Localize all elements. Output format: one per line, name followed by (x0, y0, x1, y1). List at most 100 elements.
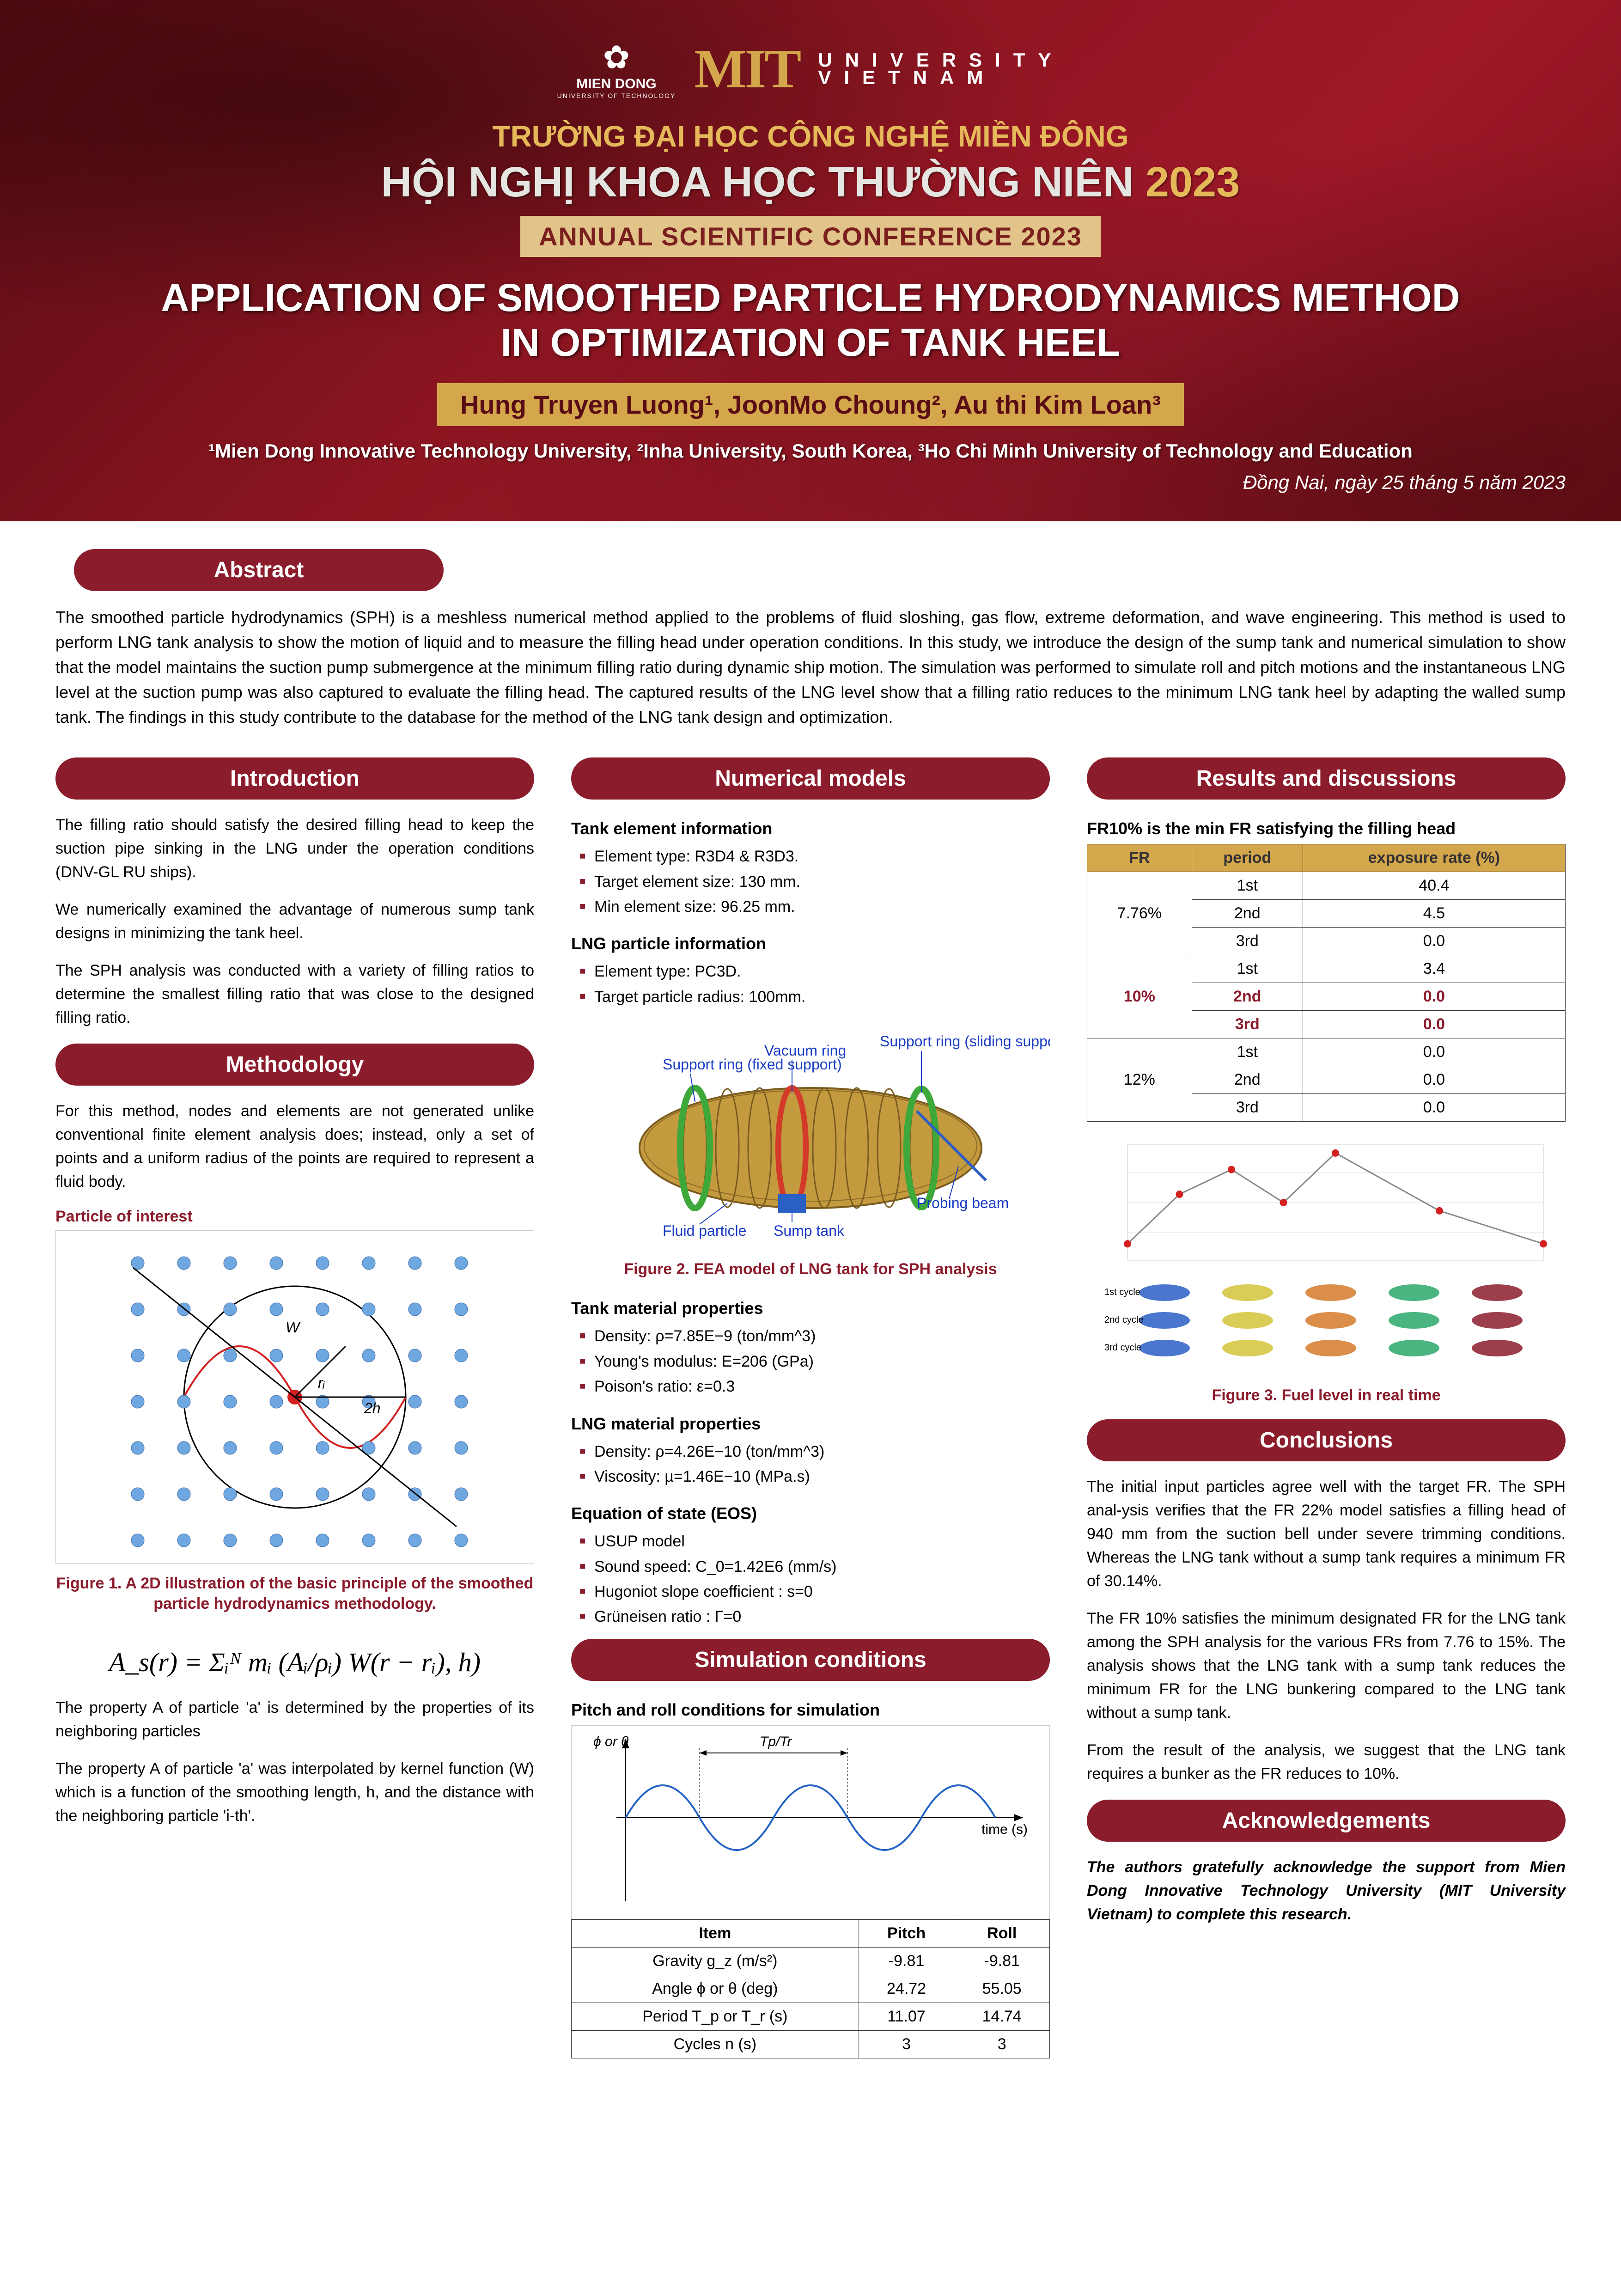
period-cell: 3rd (1192, 1094, 1303, 1122)
svg-text:2h: 2h (364, 1400, 381, 1417)
abstract-header: Abstract (74, 549, 444, 591)
table-cell: 3 (859, 2030, 954, 2058)
poster-title: APPLICATION OF SMOOTHED PARTICLE HYDRODY… (55, 275, 1566, 365)
fr-table-body: 7.76%1st40.42nd4.53rd0.010%1st3.42nd0.03… (1087, 872, 1566, 1122)
columns: Introduction The filling ratio should sa… (55, 757, 1566, 2072)
rate-cell: 0.0 (1303, 1066, 1565, 1094)
table-row: Gravity g_z (m/s²)-9.81-9.81 (572, 1947, 1050, 1975)
intro-p1: The filling ratio should satisfy the des… (55, 813, 534, 884)
abstract-section: Abstract The smoothed particle hydrodyna… (55, 549, 1566, 730)
list-item: Density: ρ=7.85E−9 (ton/mm^3) (571, 1324, 1050, 1349)
miendong-sub: UNIVERSITY OF TECHNOLOGY (557, 92, 676, 99)
fig1-caption: Figure 1. A 2D illustration of the basic… (55, 1573, 534, 1614)
content: Abstract The smoothed particle hydrodyna… (0, 521, 1621, 2100)
mit-logo: MIT (694, 37, 799, 101)
particle-label: Particle of interest (55, 1208, 534, 1226)
table-header-cell: exposure rate (%) (1303, 844, 1565, 872)
table-cell: -9.81 (859, 1947, 954, 1975)
list-item: Min element size: 96.25 mm. (571, 894, 1050, 919)
table-header-cell: Item (572, 1919, 859, 1947)
list-item: Target element size: 130 mm. (571, 869, 1050, 894)
period-cell: 2nd (1192, 1066, 1303, 1094)
eos-list: USUP modelSound speed: C_0=1.42E6 (mm/s)… (571, 1529, 1050, 1630)
poster: ✿ MIEN DONG UNIVERSITY OF TECHNOLOGY MIT… (0, 0, 1621, 2296)
period-cell: 1st (1192, 1038, 1303, 1066)
table-row: Period T_p or T_r (s)11.0714.74 (572, 2003, 1050, 2030)
methodology-header: Methodology (55, 1044, 534, 1086)
list-item: Poison's ratio: ε=0.3 (571, 1374, 1050, 1399)
table-header-cell: Pitch (859, 1919, 954, 1947)
list-item: Grüneisen ratio : Γ=0 (571, 1604, 1050, 1629)
title-line-2: IN OPTIMIZATION OF TANK HEEL (55, 320, 1566, 365)
lng-mat-list: Density: ρ=4.26E−10 (ton/mm^3)Viscosity:… (571, 1439, 1050, 1490)
title-line-1: APPLICATION OF SMOOTHED PARTICLE HYDRODY… (55, 275, 1566, 320)
results-head: FR10% is the min FR satisfying the filli… (1087, 819, 1566, 838)
conc-p3: From the result of the analysis, we sugg… (1087, 1739, 1566, 1786)
svg-text:2nd cycle: 2nd cycle (1104, 1315, 1144, 1325)
table-row: Cycles n (s)33 (572, 2030, 1050, 2058)
sine-wave-box: Tp/Tr ϕ or θ time (s) (571, 1725, 1050, 1919)
lotus-icon: ✿ (603, 38, 630, 76)
list-item: USUP model (571, 1529, 1050, 1554)
simulation-header: Simulation conditions (571, 1639, 1050, 1681)
middle-column: Numerical models Tank element informatio… (571, 757, 1050, 2072)
conference-title-vi: HỘI NGHỊ KHOA HỌC THƯỜNG NIÊN 2023 (55, 158, 1566, 207)
sim-table-header-row: ItemPitchRoll (572, 1919, 1050, 1947)
miendong-logo: ✿ MIEN DONG UNIVERSITY OF TECHNOLOGY (557, 38, 676, 99)
hoi-text: HỘI NGHỊ KHOA HỌC THƯỜNG NIÊN (381, 159, 1134, 206)
right-column: Results and discussions FR10% is the min… (1087, 757, 1566, 2072)
miendong-name: MIEN DONG (576, 76, 656, 92)
table-header-cell: FR (1087, 844, 1192, 872)
viet-subtitle: TRƯỜNG ĐẠI HỌC CÔNG NGHỆ MIỀN ĐÔNG (55, 119, 1566, 153)
authors-badge: Hung Truyen Luong¹, JoonMo Choung², Au t… (437, 383, 1184, 426)
list-item: Young's modulus: E=206 (GPa) (571, 1349, 1050, 1374)
tank-label-probing: Probing beam (917, 1195, 1009, 1211)
table-header-cell: period (1192, 844, 1303, 872)
simulation-table: ItemPitchRoll Gravity g_z (m/s²)-9.81-9.… (571, 1919, 1050, 2058)
figure-2-tank: Support ring (fixed support) Vacuum ring… (571, 1019, 1050, 1250)
affiliations: ¹Mien Dong Innovative Technology Univers… (55, 440, 1566, 462)
sim-head: Pitch and roll conditions for simulation (571, 1700, 1050, 1720)
tank-label-support-slide: Support ring (sliding support) (880, 1033, 1050, 1050)
svg-text:1st cycle: 1st cycle (1104, 1287, 1140, 1297)
tank-info-list: Element type: R3D4 & R3D3.Target element… (571, 844, 1050, 919)
fig2-caption: Figure 2. FEA model of LNG tank for SPH … (571, 1259, 1050, 1279)
fr-table: FRperiodexposure rate (%) 7.76%1st40.4 2n… (1087, 844, 1566, 1122)
sim-table-body: Gravity g_z (m/s²)-9.81-9.81Angle ϕ or θ… (572, 1947, 1050, 2058)
eos-head: Equation of state (EOS) (571, 1504, 1050, 1523)
year-text: 2023 (1146, 159, 1240, 206)
table-row: 7.76%1st40.4 (1087, 872, 1566, 900)
rate-cell: 0.0 (1303, 983, 1565, 1011)
period-cell: 1st (1192, 872, 1303, 900)
period-label: Tp/Tr (760, 1734, 792, 1749)
table-row: 12%1st0.0 (1087, 1038, 1566, 1066)
fr-cell: 10% (1087, 955, 1192, 1038)
table-cell: 11.07 (859, 2003, 954, 2030)
vietnam-text: VIETNAM (818, 69, 1064, 86)
conc-p2: The FR 10% satisfies the minimum designa… (1087, 1607, 1566, 1725)
table-cell: Cycles n (s) (572, 2030, 859, 2058)
table-row: 10%1st3.4 (1087, 955, 1566, 983)
table-cell: 14.74 (954, 2003, 1050, 2030)
period-cell: 2nd (1192, 983, 1303, 1011)
method-p1: For this method, nodes and elements are … (55, 1099, 534, 1194)
conclusions-header: Conclusions (1087, 1419, 1566, 1461)
fr-table-header-row: FRperiodexposure rate (%) (1087, 844, 1566, 872)
period-cell: 3rd (1192, 1011, 1303, 1038)
tank-label-sump: Sump tank (774, 1222, 845, 1239)
table-cell: Period T_p or T_r (s) (572, 2003, 859, 2030)
x-axis-label: time (s) (981, 1822, 1028, 1837)
numerical-header: Numerical models (571, 757, 1050, 800)
table-cell: Angle ϕ or θ (deg) (572, 1975, 859, 2003)
sph-formula: A_s(r) = Σᵢᴺ mᵢ (Aᵢ/ρᵢ) W(r − rᵢ), h) (55, 1647, 534, 1678)
abstract-text: The smoothed particle hydrodynamics (SPH… (55, 605, 1566, 730)
list-item: Viscosity: µ=1.46E−10 (MPa.s) (571, 1464, 1050, 1489)
fr-cell: 7.76% (1087, 872, 1192, 955)
intro-header: Introduction (55, 757, 534, 800)
realtime-box: 1st cycle 2nd cycle 3rd cycle (1087, 1136, 1566, 1376)
tank-mat-list: Density: ρ=7.85E−9 (ton/mm^3)Young's mod… (571, 1324, 1050, 1399)
svg-text:3rd cycle: 3rd cycle (1104, 1343, 1141, 1353)
realtime-chart: 1st cycle 2nd cycle 3rd cycle (1087, 1136, 1566, 1376)
lng-mat-head: LNG material properties (571, 1414, 1050, 1434)
particle-diagram: rᵢ 2h W (56, 1231, 534, 1563)
